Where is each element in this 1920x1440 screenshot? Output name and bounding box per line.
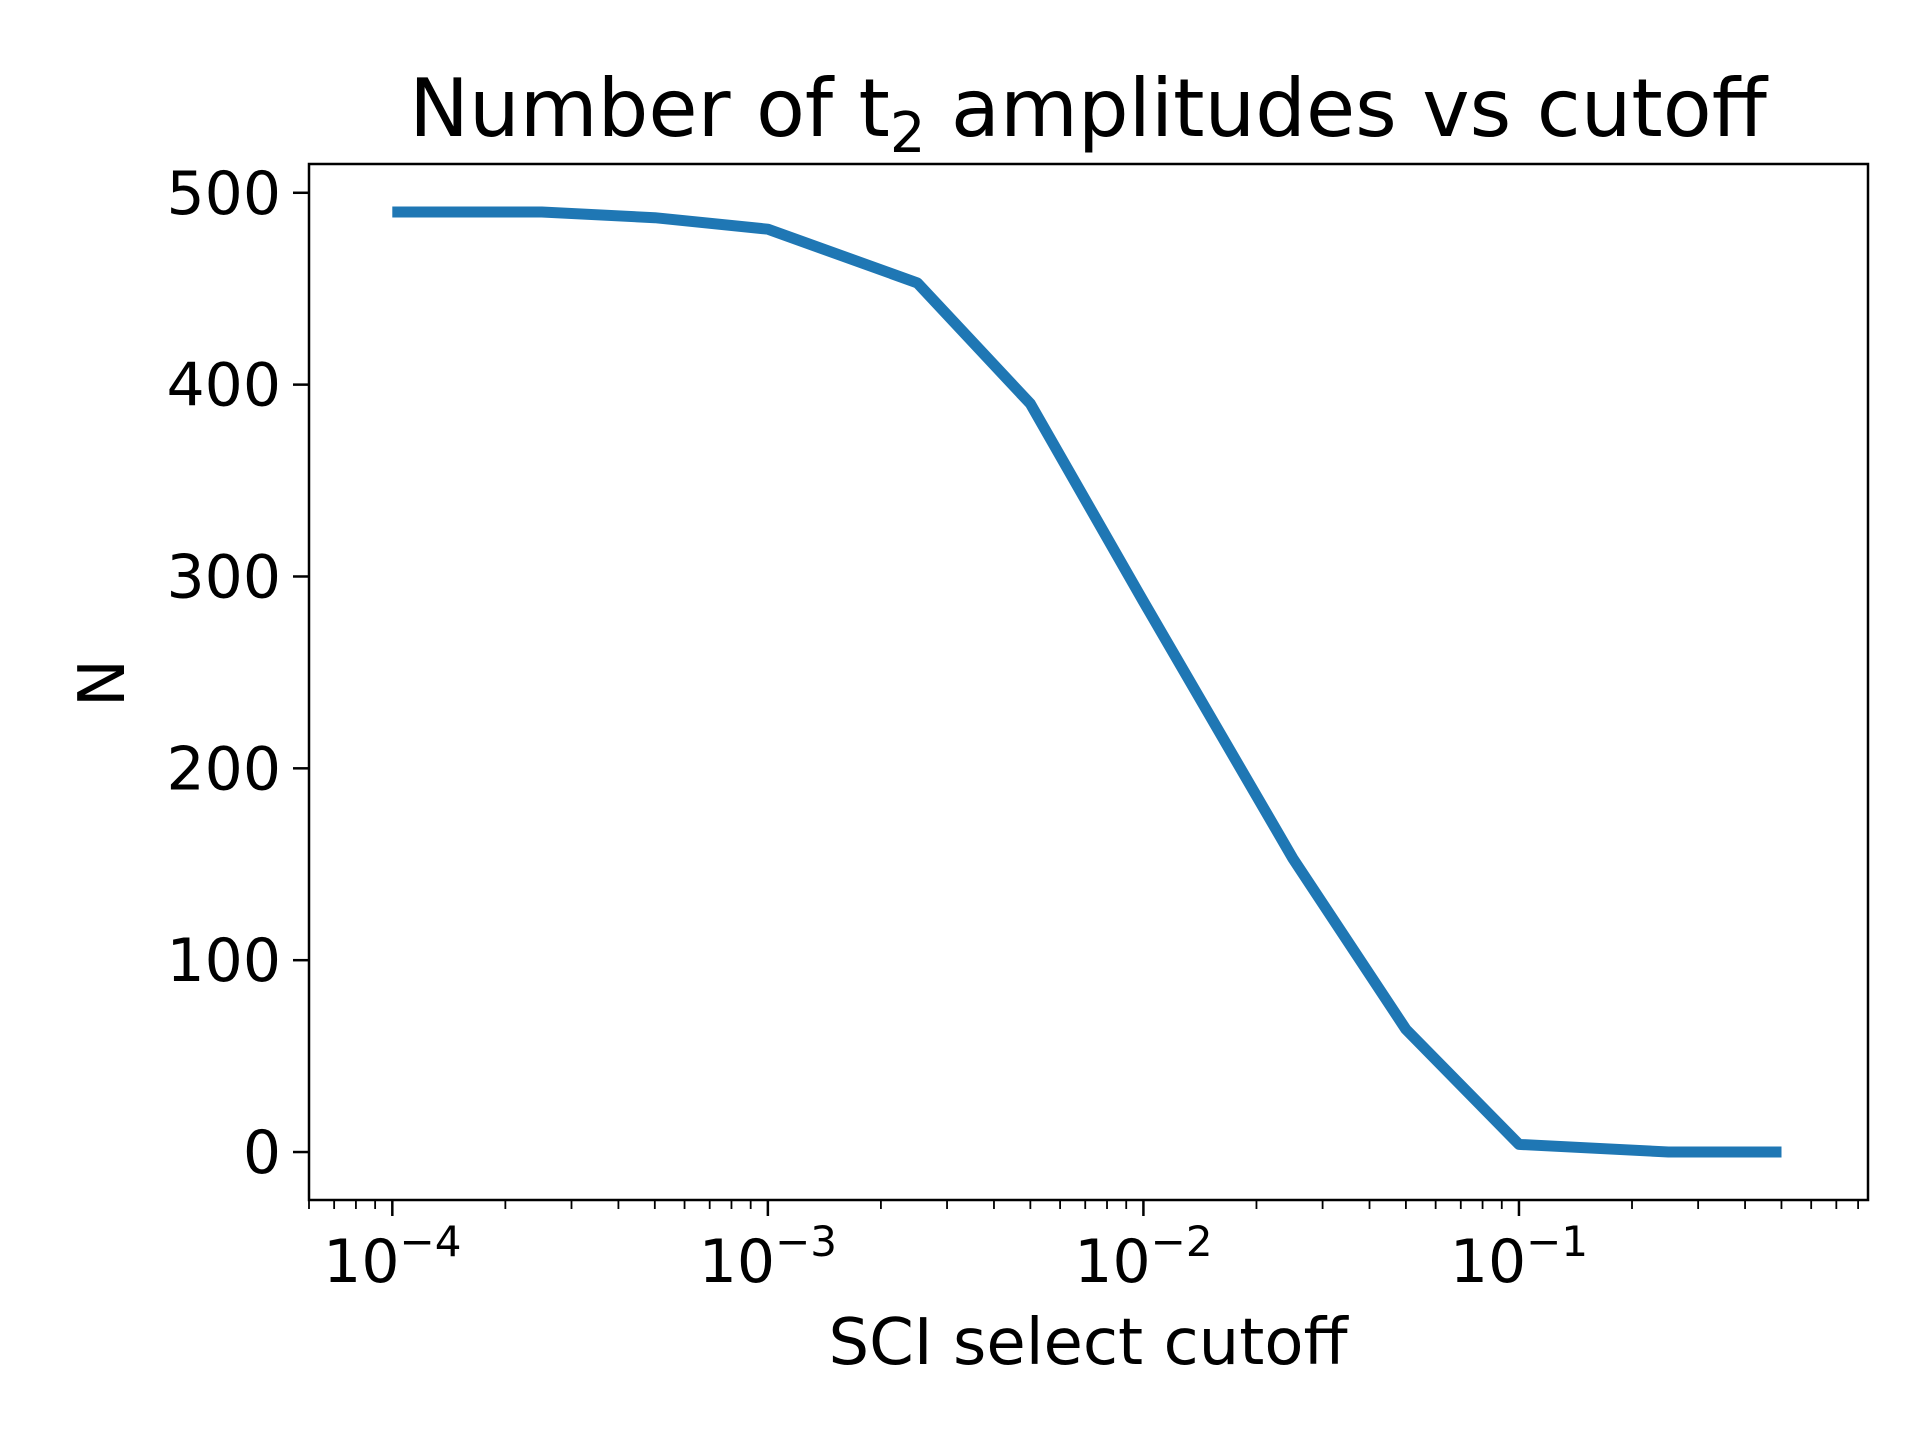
y-tick-label: 400 xyxy=(166,351,281,421)
x-tick-label: 10−1 xyxy=(1450,1217,1588,1297)
y-tick-label: 300 xyxy=(166,542,281,612)
series-line-0 xyxy=(392,206,1782,1158)
y-tick-label: 500 xyxy=(166,159,281,229)
chart-title: Number of t2 amplitudes vs cutoff xyxy=(409,62,1769,166)
x-tick-label: 10−2 xyxy=(1074,1217,1212,1297)
x-axis-label: SCI select cutoff xyxy=(828,1306,1349,1380)
plot-frame xyxy=(307,162,1870,1202)
x-tick-label: 10−4 xyxy=(323,1217,461,1297)
y-tick-label: 0 xyxy=(243,1118,281,1188)
y-tick-label: 200 xyxy=(166,734,281,804)
y-tick-label: 100 xyxy=(166,926,281,996)
x-tick-label: 10−3 xyxy=(699,1217,837,1297)
y-axis-label: N xyxy=(66,659,140,707)
plot-area: 0 100 200 300 400 500 10−4 10−3 10−2 10−1 xyxy=(166,159,1870,1297)
